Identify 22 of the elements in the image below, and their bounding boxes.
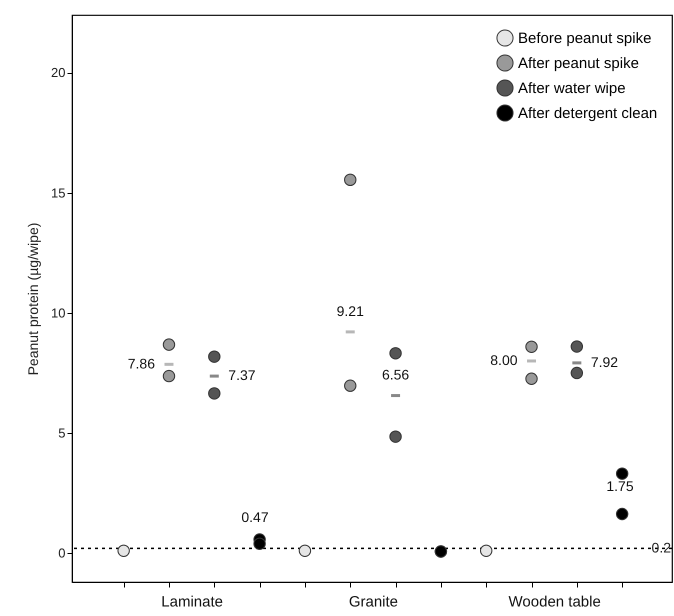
data-label: 6.56 xyxy=(382,366,410,383)
y-tick-label: 5 xyxy=(58,426,66,441)
x-tick-label: Granite xyxy=(348,594,398,610)
annotation: 1.75 xyxy=(606,478,634,494)
x-tick-label: Laminate xyxy=(161,594,223,610)
x-tick-label: Wooden table xyxy=(508,594,601,610)
legend-label: After detergent clean xyxy=(518,105,658,122)
legend-label: Before peanut spike xyxy=(518,30,652,47)
y-tick-label: 20 xyxy=(51,65,66,80)
y-axis-title: Peanut protein (µg/wipe) xyxy=(25,222,42,376)
data-label: 7.86 xyxy=(128,355,156,372)
data-label: 9.21 xyxy=(336,302,364,319)
data-label: 7.92 xyxy=(590,354,618,370)
legend-label: After peanut spike xyxy=(518,55,639,72)
ref-line-label: 0.2 xyxy=(652,539,672,556)
annotation: 0.47 xyxy=(241,509,269,525)
y-tick-label: 15 xyxy=(51,185,66,200)
legend-label: After water wipe xyxy=(518,80,626,97)
y-tick-label: 0 xyxy=(58,546,66,561)
data-label: 8.00 xyxy=(490,352,518,368)
y-tick-label: 10 xyxy=(51,305,66,320)
data-label: 7.37 xyxy=(228,367,256,384)
